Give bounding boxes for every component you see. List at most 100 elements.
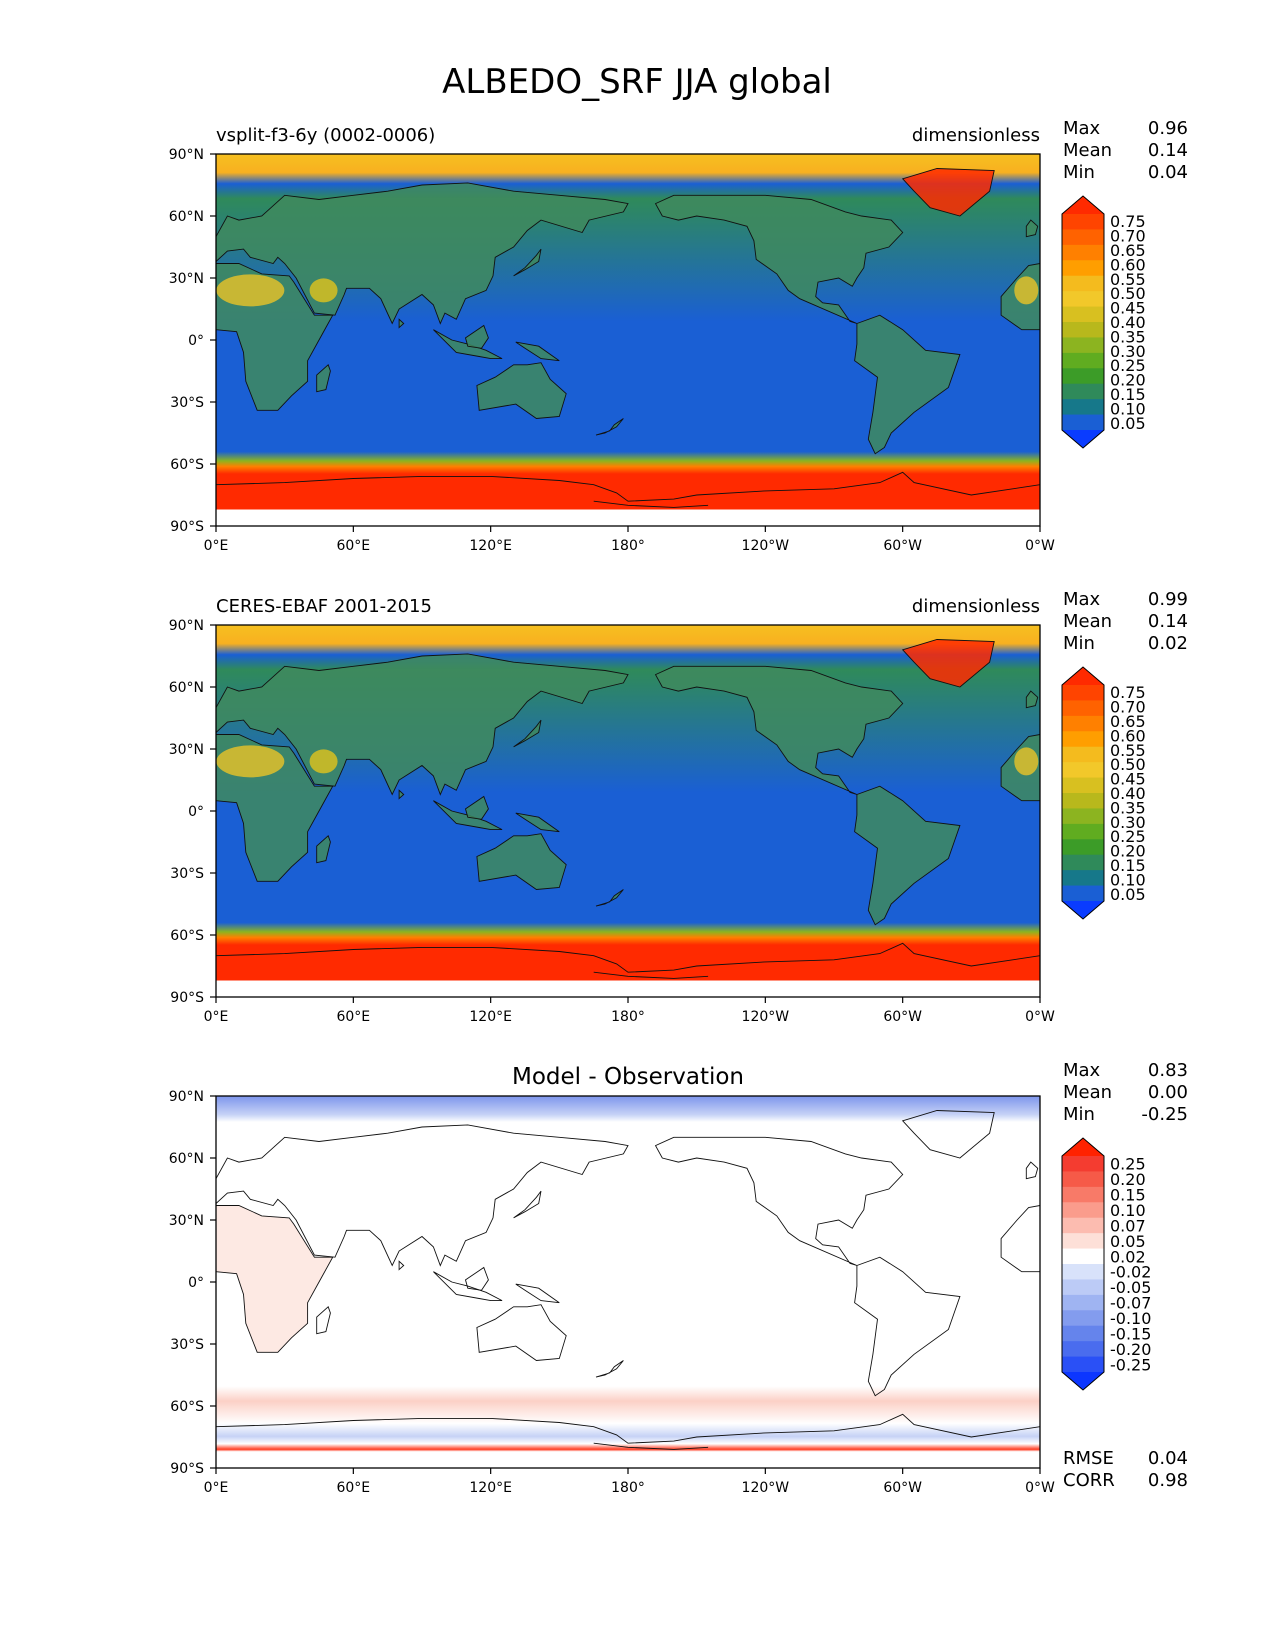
stat-label-max: Max (1063, 1060, 1101, 1081)
sahara-west-high-albedo (1014, 276, 1039, 305)
panel-left-title: vsplit-f3-6y (0002-0006) (216, 125, 435, 146)
colorbar-label: 0.35 (1110, 327, 1146, 346)
lat-tick-label: 30°S (170, 1337, 204, 1353)
colorbar-segment (1062, 777, 1104, 794)
colorbar-label: 0.40 (1110, 313, 1146, 332)
lon-tick-label: 0°E (204, 1009, 229, 1025)
coastline-madagascar (316, 364, 331, 393)
colorbar-outline (1061, 666, 1105, 920)
coastline-africa (216, 1205, 334, 1353)
coastline-eurasia (216, 1124, 629, 1267)
stat-label-mean: Mean (1063, 611, 1112, 632)
lon-tick-label: 60°W (883, 1009, 922, 1025)
colorbar-segment (1062, 870, 1104, 887)
colorbar-label: 0.25 (1110, 356, 1146, 375)
colorbar-label: 0.70 (1110, 227, 1146, 246)
stat-label-min: Min (1063, 1104, 1095, 1125)
map-panel-3: 90°N 60°N 30°N 0° 30°S 60°S 90°S0°E 60°E 120°E 18… (169, 1060, 1188, 1496)
colorbar-segment (1062, 1279, 1104, 1296)
lat-tick-label: 30°N (169, 1213, 204, 1229)
sahara-west-high-albedo (1014, 747, 1039, 776)
coastline-indonesia (433, 1271, 503, 1302)
colorbar-label: 0.65 (1110, 241, 1146, 260)
coastline-borneo (464, 795, 489, 820)
coastline-greenland (901, 1110, 995, 1159)
lon-tick-label: 0°E (204, 538, 229, 554)
panel-units: dimensionless (912, 125, 1040, 146)
colorbar-extend-min (1062, 1372, 1104, 1390)
lon-tick-label: 0°E (204, 1480, 229, 1496)
colorbar-label: 0.45 (1110, 299, 1146, 318)
stat-label-max: Max (1063, 589, 1101, 610)
coastline-madagascar (316, 1306, 331, 1335)
colorbar-extend-min (1062, 901, 1104, 919)
coastline-japan (513, 248, 542, 277)
colorbar-segment (1062, 746, 1104, 763)
colorbar-segment (1062, 1294, 1104, 1311)
stat-value-min: 0.04 (1148, 162, 1188, 183)
colorbar-segment (1062, 414, 1104, 431)
stat-value-min: -0.25 (1141, 1104, 1188, 1125)
coastline-uk (1025, 1161, 1039, 1180)
colorbar-label: 0.50 (1110, 755, 1146, 774)
colorbar-label: 0.20 (1110, 842, 1146, 861)
lat-tick-label: 60°S (170, 1399, 204, 1415)
stat-value-rmse: 0.04 (1148, 1448, 1188, 1469)
colorbar-segment (1062, 1171, 1104, 1188)
colorbar-extend-max (1062, 667, 1104, 685)
colorbar-segment (1062, 291, 1104, 308)
stat-label-corr: CORR (1063, 1470, 1115, 1491)
lon-tick-label: 180° (611, 538, 645, 554)
lon-tick-label: 60°E (336, 1480, 370, 1496)
stat-value-min: 0.02 (1148, 633, 1188, 654)
arabia-high-albedo (309, 749, 338, 774)
colorbar-label: 0.75 (1110, 683, 1146, 702)
colorbar-segment (1062, 229, 1104, 246)
colorbar-label: -0.20 (1110, 1340, 1151, 1359)
colorbar: 0.750.700.650.600.550.500.450.400.350.30… (1061, 666, 1146, 920)
colorbar-segment (1062, 214, 1104, 231)
coastline-newGuinea (515, 1283, 560, 1304)
sahara-high-albedo (216, 274, 285, 307)
lat-tick-label: 30°S (170, 395, 204, 411)
colorbar-segment (1062, 885, 1104, 902)
stat-label-min: Min (1063, 633, 1095, 654)
colorbar: 0.750.700.650.600.550.500.450.400.350.30… (1061, 195, 1146, 449)
lon-tick-label: 60°W (883, 538, 922, 554)
lat-tick-label: 90°N (169, 1089, 204, 1105)
coastline-japan (513, 1190, 542, 1219)
colorbar-segment (1062, 306, 1104, 323)
coastline-madagascar (316, 835, 331, 864)
colorbar-segment (1062, 260, 1104, 277)
coastline-antarctica (216, 1413, 1040, 1444)
colorbar-label: 0.35 (1110, 798, 1146, 817)
panel-center-title: Model - Observation (512, 1064, 744, 1090)
colorbar-segment (1062, 1341, 1104, 1358)
coastline-africaWest (1000, 1205, 1040, 1273)
coastline-newGuinea (515, 341, 560, 362)
coastline-newZealand (595, 418, 624, 436)
map-field (216, 1096, 1040, 1468)
coastline-northAmerica (654, 665, 904, 795)
coastline-sriLanka (398, 318, 405, 329)
colorbar-segment (1062, 839, 1104, 856)
coastline-sriLanka (398, 789, 405, 800)
coastline-antarctica (216, 942, 1040, 973)
colorbar-label: 0.10 (1110, 870, 1146, 889)
map-panel-1: 90°N 60°N 30°N 0° 30°S 60°S 90°S0°E 60°E 120°E 18… (169, 118, 1188, 554)
stat-value-corr: 0.98 (1148, 1470, 1188, 1491)
lon-tick-label: 120°W (742, 1480, 790, 1496)
coastlines (216, 639, 1040, 979)
colorbar-label: 0.10 (1110, 1201, 1146, 1220)
colorbar-segment (1062, 368, 1104, 385)
colorbar-label: 0.15 (1110, 1186, 1146, 1205)
coastline-newZealand (595, 889, 624, 907)
colorbar-segment (1062, 1217, 1104, 1234)
colorbar-label: -0.10 (1110, 1309, 1151, 1328)
stat-label-min: Min (1063, 162, 1095, 183)
coastline-uk (1025, 219, 1039, 238)
colorbar-segment (1062, 715, 1104, 732)
colorbar-segment (1062, 1356, 1104, 1373)
colorbar-segment (1062, 337, 1104, 354)
